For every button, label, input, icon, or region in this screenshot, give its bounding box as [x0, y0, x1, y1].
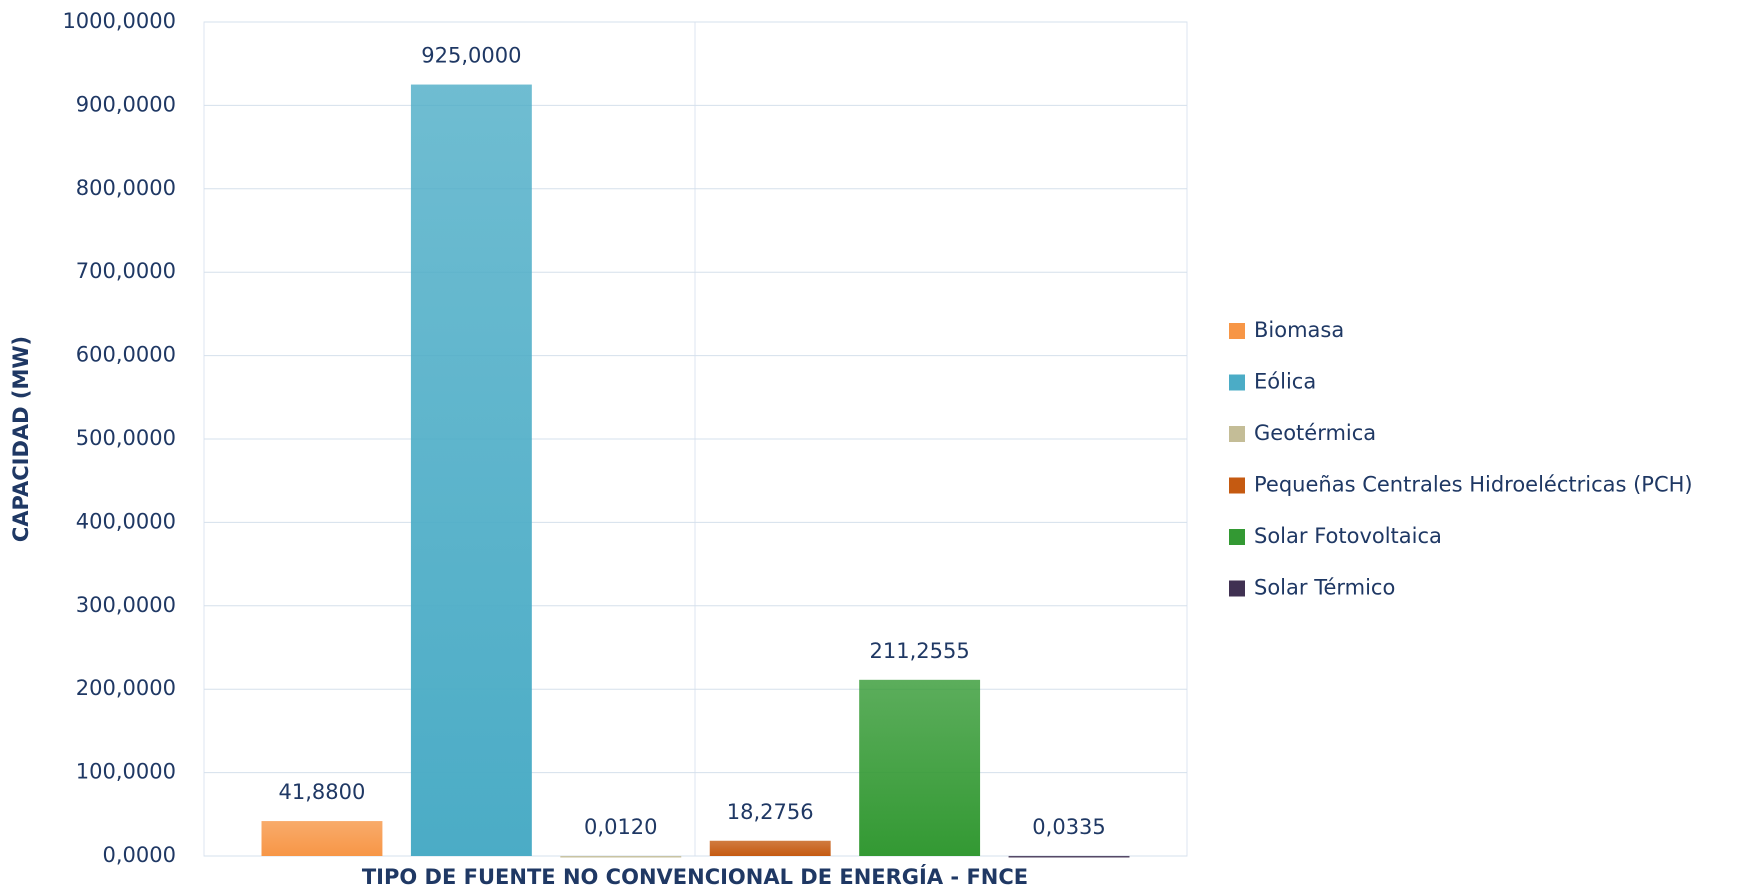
y-tick-label: 500,0000: [76, 426, 176, 450]
legend-swatch: [1229, 477, 1245, 494]
y-axis-title: CAPACIDAD (MW): [9, 336, 33, 542]
bar: [560, 855, 682, 858]
bar: [261, 821, 383, 856]
legend-swatch: [1229, 374, 1245, 391]
legend-swatch: [1229, 580, 1245, 597]
y-tick-label: 700,0000: [76, 259, 176, 283]
legend-swatch: [1229, 426, 1245, 442]
y-tick-label: 300,0000: [76, 593, 176, 617]
y-tick-label: 0,0000: [103, 843, 176, 867]
x-axis-title: TIPO DE FUENTE NO CONVENCIONAL DE ENERGÍ…: [362, 864, 1028, 889]
y-tick-label: 400,0000: [76, 509, 176, 533]
legend-label: Solar Térmico: [1254, 576, 1395, 600]
legend-label: Pequeñas Centrales Hidroeléctricas (PCH): [1254, 473, 1693, 497]
legend-swatch: [1229, 529, 1245, 545]
y-tick-label: 200,0000: [76, 676, 176, 700]
y-tick-label: 600,0000: [76, 343, 176, 367]
legend-swatch: [1229, 323, 1245, 339]
data-label: 925,0000: [421, 44, 521, 68]
y-tick-label: 1000,0000: [62, 9, 176, 33]
y-tick-label: 800,0000: [76, 176, 176, 200]
y-tick-label: 100,0000: [76, 760, 176, 784]
data-label: 41,8800: [279, 780, 366, 804]
bar: [859, 679, 981, 856]
legend-label: Geotérmica: [1254, 421, 1376, 445]
data-label: 211,2555: [870, 639, 970, 663]
legend-label: Eólica: [1254, 370, 1316, 394]
legend-label: Biomasa: [1254, 318, 1344, 342]
data-label: 18,2756: [727, 800, 814, 824]
legend-label: Solar Fotovoltaica: [1254, 524, 1442, 548]
bar: [1008, 855, 1130, 858]
bar: [709, 840, 831, 856]
bar: [410, 84, 532, 857]
data-label: 0,0120: [584, 815, 657, 839]
data-label: 0,0335: [1032, 815, 1105, 839]
y-tick-label: 900,0000: [76, 92, 176, 116]
